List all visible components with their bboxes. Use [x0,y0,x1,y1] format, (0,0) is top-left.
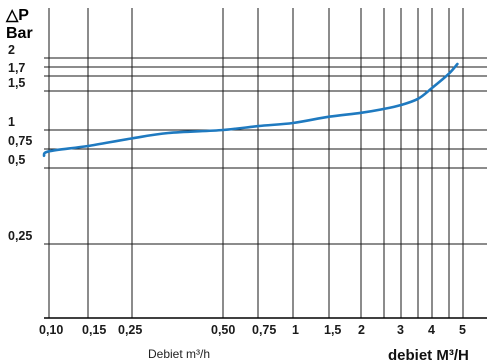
grid [44,8,487,319]
x-tick-label: 2 [358,323,365,337]
x-tick-label: 4 [428,323,435,337]
y-axis-symbol: △P [5,7,29,24]
x-tick-label: 1 [292,323,299,337]
pressure-curve [42,62,459,158]
y-tick-label: 1,5 [8,76,25,90]
x-tick-label: 0,50 [211,323,235,337]
x-tick-label: 5 [459,323,466,337]
x-tick-labels: 0,10 0,15 0,25 0,50 0,75 1 1,5 2 3 4 5 [39,323,466,337]
y-tick-label: 0,5 [8,153,25,167]
y-tick-label: 2 [8,43,15,57]
x-axis-caption: Debiet m³/h [148,347,210,361]
y-tick-label: 1 [8,115,15,129]
y-tick-label: 1,7 [8,61,25,75]
x-tick-label: 0,25 [118,323,142,337]
plot-area [42,62,459,158]
x-tick-label: 1,5 [324,323,341,337]
y-tick-labels: 2 1,71,5 1 0,75 0,5 0,25 [8,43,32,243]
x-axis-unit-label: debiet M³/H [388,347,469,364]
x-tick-label: 0,10 [39,323,63,337]
y-tick-label: 0,25 [8,229,32,243]
y-axis-label: Bar [6,25,33,42]
x-tick-label: 0,75 [252,323,276,337]
x-tick-label: 0,15 [82,323,106,337]
y-tick-label: 0,75 [8,134,32,148]
x-tick-label: 3 [397,323,404,337]
